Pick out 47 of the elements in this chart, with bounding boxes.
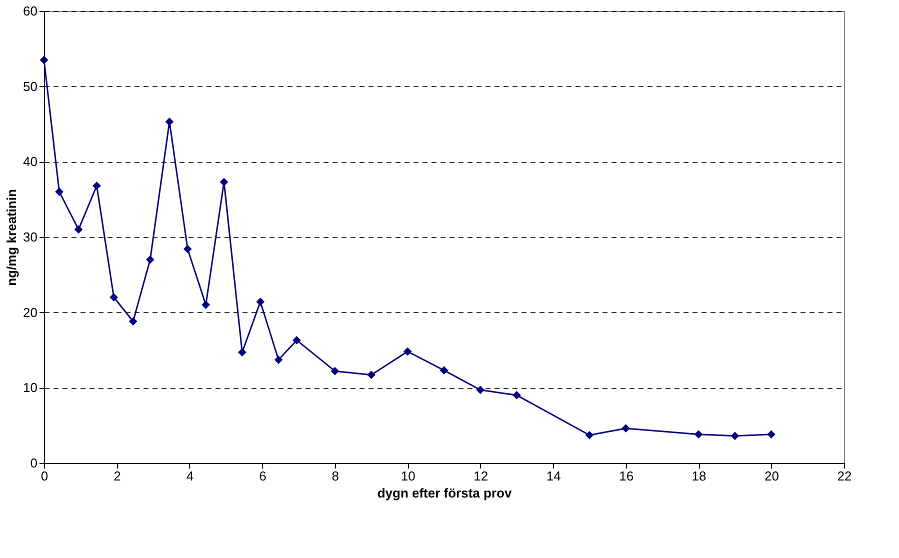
- point: [238, 348, 246, 356]
- point: [110, 293, 118, 302]
- point: [585, 430, 594, 440]
- point: [146, 255, 154, 264]
- y-tick-label: 10: [23, 380, 38, 396]
- y-axis-title: ng/mg kreatinin: [4, 189, 20, 286]
- x-tick-label: 4: [186, 468, 194, 484]
- point: [74, 225, 83, 234]
- x-axis-title: dygn efter första prov: [377, 486, 512, 500]
- x-tick-label: 2: [114, 468, 121, 484]
- point: [55, 188, 64, 196]
- x-tick-label: 16: [619, 468, 634, 484]
- point: [92, 182, 101, 190]
- x-tick-label: 22: [837, 468, 852, 484]
- x-tick-label: 18: [692, 468, 706, 484]
- point: [622, 424, 630, 433]
- point: [767, 430, 776, 439]
- x-tick-label: 20: [764, 468, 780, 484]
- point: [274, 356, 283, 364]
- point: [40, 56, 48, 64]
- point: [403, 347, 412, 356]
- point: [256, 298, 265, 306]
- point: [440, 366, 448, 375]
- point: [694, 430, 703, 439]
- x-tick-label: 0: [40, 468, 48, 484]
- point: [512, 391, 521, 400]
- point: [730, 432, 740, 440]
- x-tick-label: 12: [474, 468, 488, 484]
- x-tick-label: 10: [400, 468, 416, 484]
- point: [128, 317, 138, 326]
- y-tick-label: 40: [23, 154, 38, 170]
- point: [202, 300, 210, 309]
- point: [330, 366, 340, 376]
- x-tick-label: 6: [259, 468, 266, 484]
- point: [367, 370, 376, 380]
- point: [183, 244, 192, 254]
- point: [476, 386, 485, 394]
- x-tick-label: 14: [546, 468, 561, 484]
- point: [220, 178, 228, 186]
- y-tick-label: 0: [30, 456, 38, 470]
- point: [165, 118, 174, 126]
- x-tick-label: 8: [332, 468, 340, 484]
- y-tick-label: 20: [23, 304, 38, 320]
- y-tick-label: 60: [23, 4, 38, 18]
- y-tick-label: 30: [23, 230, 38, 244]
- point: [292, 336, 301, 344]
- y-tick-label: 50: [23, 78, 38, 94]
